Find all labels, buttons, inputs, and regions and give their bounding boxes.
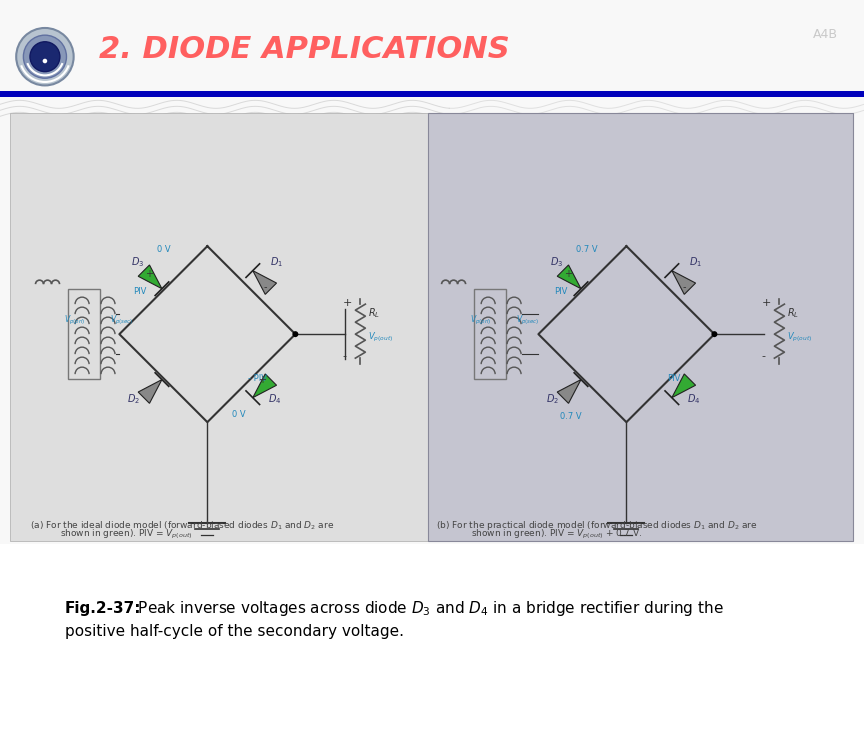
Text: 0.7 V: 0.7 V <box>560 411 581 420</box>
Bar <box>0 544 864 756</box>
Text: -: - <box>264 282 267 292</box>
Circle shape <box>42 59 48 64</box>
Text: - PIV: - PIV <box>248 373 267 383</box>
Polygon shape <box>672 271 696 294</box>
Text: 1N914: 1N914 <box>309 616 451 654</box>
Text: (b) For the practical diode model (forward-biased diodes $D_1$ and $D_2$ are: (b) For the practical diode model (forwa… <box>436 519 758 532</box>
Text: +: + <box>145 268 153 279</box>
Circle shape <box>23 35 67 79</box>
Text: 0.7 V: 0.7 V <box>576 245 598 254</box>
Text: $D_4$: $D_4$ <box>687 392 701 407</box>
Text: BC4558: BC4558 <box>291 683 435 716</box>
Text: +: + <box>257 375 266 385</box>
Text: $D_2$: $D_2$ <box>127 392 140 407</box>
Bar <box>68 289 100 380</box>
Text: $D_4$: $D_4$ <box>268 392 282 407</box>
Polygon shape <box>557 265 581 289</box>
Text: -: - <box>761 351 766 361</box>
Text: (a) For the ideal diode model (forward-biased diodes $D_1$ and $D_2$ are: (a) For the ideal diode model (forward-b… <box>30 519 334 531</box>
Bar <box>474 289 506 380</box>
Text: positive half-cycle of the secondary voltage.: positive half-cycle of the secondary vol… <box>65 624 403 639</box>
Polygon shape <box>672 374 696 398</box>
Bar <box>242 559 674 726</box>
Circle shape <box>711 331 717 337</box>
Text: PIV: PIV <box>133 287 146 296</box>
Bar <box>10 113 853 541</box>
Text: +: + <box>761 298 771 308</box>
Polygon shape <box>138 265 162 289</box>
Bar <box>428 113 853 541</box>
Text: $R_L$: $R_L$ <box>368 306 380 320</box>
Text: $V_{p(pri)}$: $V_{p(pri)}$ <box>64 314 86 327</box>
Circle shape <box>292 331 298 337</box>
Text: shown in green). PIV = $V_{p(out)}$: shown in green). PIV = $V_{p(out)}$ <box>60 528 194 541</box>
Text: $R_L$: $R_L$ <box>787 306 799 320</box>
Text: 0 V: 0 V <box>232 410 245 419</box>
Text: +: + <box>564 268 572 279</box>
Circle shape <box>30 42 60 72</box>
Text: PIV: PIV <box>554 287 568 296</box>
Text: $V_{p(out)}$: $V_{p(out)}$ <box>368 330 393 344</box>
Text: 5: 5 <box>245 644 274 686</box>
Polygon shape <box>253 271 276 294</box>
Text: $D_2$: $D_2$ <box>546 392 559 407</box>
Polygon shape <box>557 380 581 404</box>
Text: Peak inverse voltages across diode $D_3$ and $D_4$ in a bridge rectifier during : Peak inverse voltages across diode $D_3$… <box>133 599 723 618</box>
Text: $D_1$: $D_1$ <box>689 256 702 269</box>
Text: +: + <box>342 298 352 308</box>
Text: $D_3$: $D_3$ <box>130 256 144 269</box>
Text: 2. DIODE APPLICATIONS: 2. DIODE APPLICATIONS <box>99 35 510 64</box>
Text: $D_1$: $D_1$ <box>270 256 283 269</box>
Bar <box>0 91 864 97</box>
Text: $V_{p(sec)}$: $V_{p(sec)}$ <box>110 314 133 327</box>
Text: PIV: PIV <box>667 373 680 383</box>
Circle shape <box>16 28 73 85</box>
Text: Fig.2-37:: Fig.2-37: <box>65 601 142 616</box>
Text: -: - <box>683 282 686 292</box>
Text: $V_{p(out)}$: $V_{p(out)}$ <box>787 330 812 344</box>
Text: $V_{p(pri)}$: $V_{p(pri)}$ <box>470 314 492 327</box>
Polygon shape <box>138 380 162 404</box>
Text: $V_{p(sec)}$: $V_{p(sec)}$ <box>516 314 539 327</box>
Text: $D_3$: $D_3$ <box>550 256 563 269</box>
Text: -: - <box>342 351 346 361</box>
Text: A4B: A4B <box>813 27 838 41</box>
Polygon shape <box>253 374 276 398</box>
Text: shown in green). PIV = $V_{p(out)}$ + 0.7 V.: shown in green). PIV = $V_{p(out)}$ + 0.… <box>471 528 642 541</box>
Text: 0 V: 0 V <box>157 245 170 254</box>
